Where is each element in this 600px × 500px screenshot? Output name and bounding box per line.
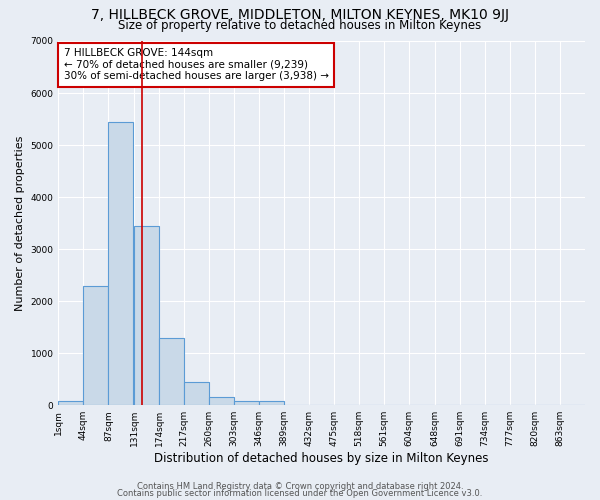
Text: Size of property relative to detached houses in Milton Keynes: Size of property relative to detached ho… [118, 18, 482, 32]
Text: Contains HM Land Registry data © Crown copyright and database right 2024.: Contains HM Land Registry data © Crown c… [137, 482, 463, 491]
Text: 7 HILLBECK GROVE: 144sqm
← 70% of detached houses are smaller (9,239)
30% of sem: 7 HILLBECK GROVE: 144sqm ← 70% of detach… [64, 48, 329, 82]
Bar [134, 226, 159, 405]
Y-axis label: Number of detached properties: Number of detached properties [15, 136, 25, 311]
Bar [209, 398, 234, 405]
Bar [259, 401, 284, 405]
Bar [109, 122, 133, 405]
Text: 7, HILLBECK GROVE, MIDDLETON, MILTON KEYNES, MK10 9JJ: 7, HILLBECK GROVE, MIDDLETON, MILTON KEY… [91, 8, 509, 22]
Bar [184, 382, 209, 405]
Text: Contains public sector information licensed under the Open Government Licence v3: Contains public sector information licen… [118, 489, 482, 498]
X-axis label: Distribution of detached houses by size in Milton Keynes: Distribution of detached houses by size … [154, 452, 489, 465]
Bar [234, 401, 259, 405]
Bar [83, 286, 109, 405]
Bar [58, 401, 83, 405]
Bar [159, 338, 184, 405]
